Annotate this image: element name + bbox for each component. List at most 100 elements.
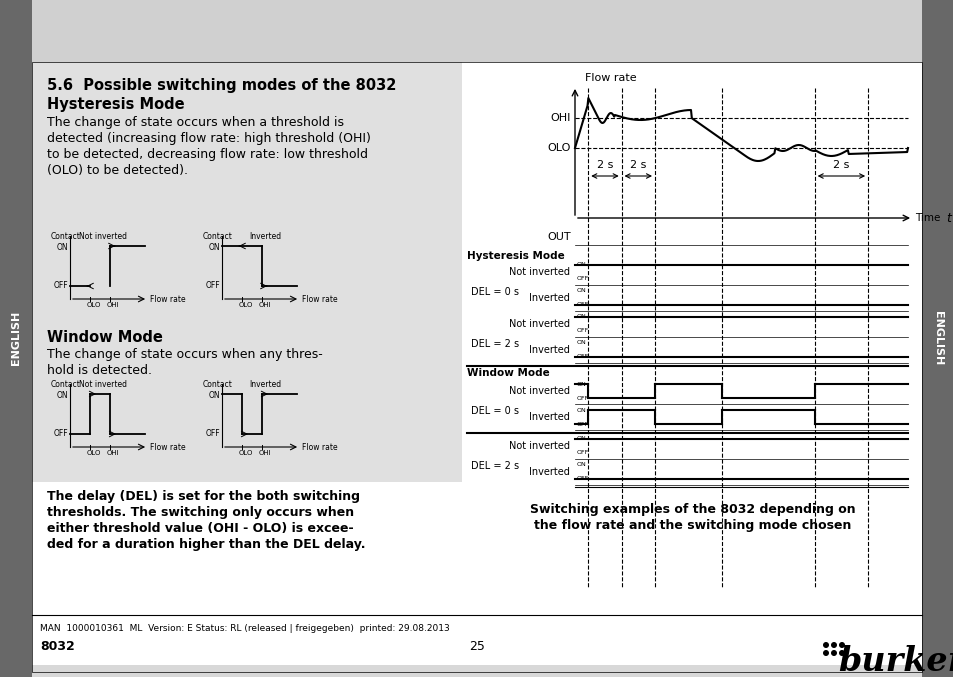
Bar <box>32 62 921 610</box>
Text: Hysteresis Mode: Hysteresis Mode <box>47 97 185 112</box>
Text: Inverted: Inverted <box>249 232 281 241</box>
Text: OFF: OFF <box>577 450 589 456</box>
Text: OLO: OLO <box>239 302 253 308</box>
Text: Inverted: Inverted <box>249 380 281 389</box>
Text: 2 s: 2 s <box>629 160 646 170</box>
Text: Flow rate: Flow rate <box>302 295 337 305</box>
Text: Time: Time <box>914 213 940 223</box>
Text: Window Mode: Window Mode <box>467 368 549 378</box>
Text: t: t <box>945 211 950 225</box>
Text: ON: ON <box>577 288 586 294</box>
Text: OHI: OHI <box>258 450 272 456</box>
Bar <box>0 0 953 62</box>
Text: OFF: OFF <box>577 395 589 401</box>
Text: Contact: Contact <box>51 380 81 389</box>
Text: OFF: OFF <box>577 477 589 481</box>
Bar <box>32 610 921 665</box>
Text: ON: ON <box>577 382 586 387</box>
Text: OUT: OUT <box>547 232 571 242</box>
Text: OLO: OLO <box>87 302 101 308</box>
Text: ON: ON <box>577 263 586 267</box>
Text: 25: 25 <box>469 640 484 653</box>
Text: OFF: OFF <box>577 276 589 282</box>
Circle shape <box>830 642 836 648</box>
Text: OLO: OLO <box>87 450 101 456</box>
Text: Contact: Contact <box>203 380 233 389</box>
Text: OFF: OFF <box>577 355 589 359</box>
Text: Not inverted: Not inverted <box>509 319 569 329</box>
Text: Flow rate: Flow rate <box>150 443 186 452</box>
Text: OFF: OFF <box>577 303 589 307</box>
Text: Flow rate: Flow rate <box>584 73 636 83</box>
Text: Flow rate: Flow rate <box>150 295 186 305</box>
Text: ON: ON <box>208 244 220 253</box>
Text: DEL = 0 s: DEL = 0 s <box>471 287 518 297</box>
Text: ENGLISH: ENGLISH <box>11 311 21 365</box>
Text: ON: ON <box>577 437 586 441</box>
Bar <box>921 0 953 677</box>
Circle shape <box>822 650 828 656</box>
Text: Not inverted: Not inverted <box>509 386 569 396</box>
Text: ENGLISH: ENGLISH <box>932 311 942 365</box>
Text: Not inverted: Not inverted <box>509 441 569 451</box>
Text: detected (increasing flow rate: high threshold (OHI): detected (increasing flow rate: high thr… <box>47 132 371 145</box>
Text: OFF: OFF <box>205 429 220 439</box>
Text: burkert: burkert <box>837 645 953 677</box>
Text: ded for a duration higher than the DEL delay.: ded for a duration higher than the DEL d… <box>47 538 365 551</box>
Text: thresholds. The switching only occurs when: thresholds. The switching only occurs wh… <box>47 506 354 519</box>
Text: to be detected, decreasing flow rate: low threshold: to be detected, decreasing flow rate: lo… <box>47 148 368 161</box>
Text: Window Mode: Window Mode <box>47 330 163 345</box>
Text: 8032: 8032 <box>40 640 74 653</box>
Bar <box>0 0 32 677</box>
Text: OHI: OHI <box>258 302 272 308</box>
Text: DEL = 2 s: DEL = 2 s <box>471 339 518 349</box>
Text: MAN  1000010361  ML  Version: E Status: RL (released | freigegeben)  printed: 29: MAN 1000010361 ML Version: E Status: RL … <box>40 624 449 633</box>
Text: Not inverted: Not inverted <box>79 380 127 389</box>
Text: OFF: OFF <box>53 429 68 439</box>
Text: OHI: OHI <box>550 113 571 123</box>
Text: hold is detected.: hold is detected. <box>47 364 152 377</box>
Text: ON: ON <box>577 408 586 412</box>
Circle shape <box>830 650 836 656</box>
Text: Inverted: Inverted <box>529 412 569 422</box>
Text: OFF: OFF <box>53 282 68 290</box>
Text: 5.6  Possible switching modes of the 8032: 5.6 Possible switching modes of the 8032 <box>47 78 395 93</box>
Text: Not inverted: Not inverted <box>79 232 127 241</box>
Text: Inverted: Inverted <box>529 345 569 355</box>
Circle shape <box>838 642 844 648</box>
Text: Contact: Contact <box>203 232 233 241</box>
Text: Contact: Contact <box>51 232 81 241</box>
Text: OFF: OFF <box>577 328 589 334</box>
Text: OLO: OLO <box>547 143 571 153</box>
Text: OLO: OLO <box>239 450 253 456</box>
Text: either threshold value (OHI - OLO) is excee-: either threshold value (OHI - OLO) is ex… <box>47 522 354 535</box>
Text: OHI: OHI <box>107 302 119 308</box>
Text: 2 s: 2 s <box>832 160 849 170</box>
Text: OFF: OFF <box>205 282 220 290</box>
Text: DEL = 2 s: DEL = 2 s <box>471 461 518 471</box>
Text: the flow rate and the switching mode chosen: the flow rate and the switching mode cho… <box>534 519 851 532</box>
Text: ON: ON <box>208 391 220 401</box>
Text: ON: ON <box>56 244 68 253</box>
Bar <box>32 62 461 482</box>
Text: OFF: OFF <box>577 422 589 427</box>
Text: The change of state occurs when any thres-: The change of state occurs when any thre… <box>47 348 322 361</box>
Text: The change of state occurs when a threshold is: The change of state occurs when a thresh… <box>47 116 344 129</box>
Text: Hysteresis Mode: Hysteresis Mode <box>467 251 564 261</box>
Text: OHI: OHI <box>107 450 119 456</box>
Circle shape <box>838 650 844 656</box>
Text: DEL = 0 s: DEL = 0 s <box>471 406 518 416</box>
Text: The delay (DEL) is set for the both switching: The delay (DEL) is set for the both swit… <box>47 490 359 503</box>
Text: Not inverted: Not inverted <box>509 267 569 277</box>
Text: ON: ON <box>577 462 586 468</box>
Text: 2 s: 2 s <box>597 160 613 170</box>
Text: Flow rate: Flow rate <box>302 443 337 452</box>
Text: (OLO) to be detected).: (OLO) to be detected). <box>47 164 188 177</box>
Text: Switching examples of the 8032 depending on: Switching examples of the 8032 depending… <box>530 503 855 516</box>
Text: ON: ON <box>56 391 68 401</box>
Text: ON: ON <box>577 341 586 345</box>
Text: ON: ON <box>577 315 586 320</box>
Text: Inverted: Inverted <box>529 293 569 303</box>
Text: Inverted: Inverted <box>529 467 569 477</box>
Circle shape <box>822 642 828 648</box>
